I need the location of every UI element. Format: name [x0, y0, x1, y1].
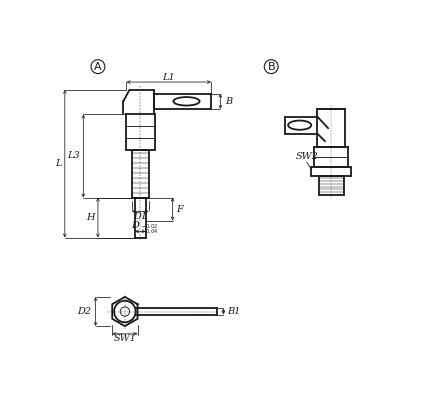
Text: B1: B1 [227, 307, 241, 316]
Text: H: H [86, 213, 95, 222]
Text: D1: D1 [133, 212, 147, 220]
Text: $^{-0,02}_{-0,04}$: $^{-0,02}_{-0,04}$ [141, 222, 159, 236]
Text: L: L [55, 159, 62, 168]
Text: F: F [177, 205, 183, 214]
Text: D2: D2 [78, 307, 92, 316]
Text: B: B [267, 62, 275, 71]
Text: B: B [225, 97, 232, 106]
Text: SW1: SW1 [113, 334, 136, 343]
Text: L3: L3 [68, 151, 80, 160]
Text: L1: L1 [162, 73, 175, 82]
Text: D: D [131, 221, 139, 230]
Text: A: A [94, 62, 102, 71]
Text: SW2: SW2 [296, 152, 319, 161]
